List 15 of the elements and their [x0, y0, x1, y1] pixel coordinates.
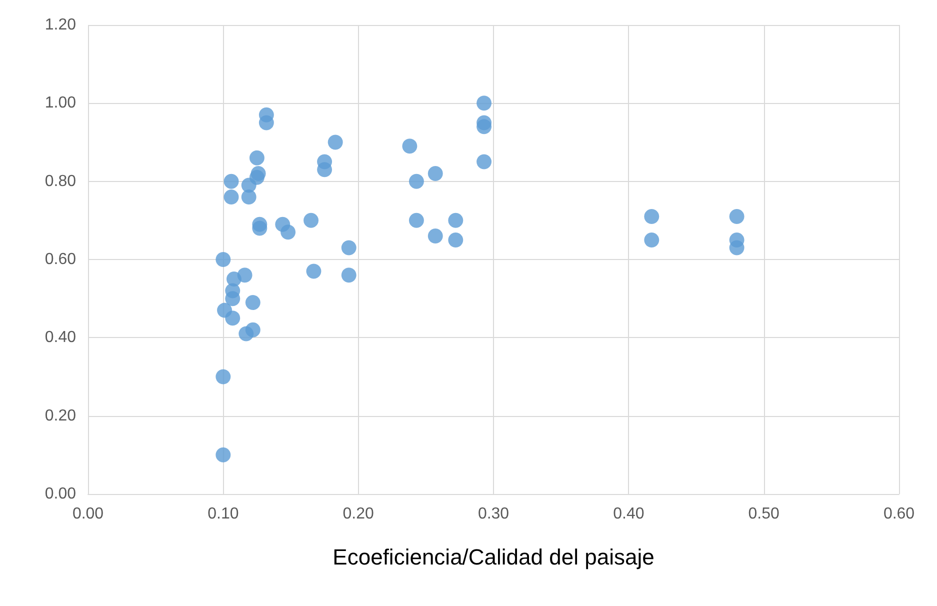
y-tick-label: 0.40	[44, 329, 76, 346]
y-tick-label: 1.20	[44, 16, 76, 34]
y-tick-label: 0.60	[44, 251, 76, 268]
x-tick-label: 0.50	[748, 506, 780, 522]
x-tick-label: 0.10	[208, 506, 239, 522]
x-tick-label: 0.20	[342, 506, 374, 522]
y-tick-label: 0.20	[44, 407, 76, 424]
y-tick-label: 0.00	[44, 486, 76, 502]
x-tick-label: 0.00	[72, 506, 104, 522]
x-axis-title: Ecoeficiencia/Calidad del paisaje	[332, 544, 654, 570]
x-tick-label: 0.60	[883, 506, 915, 522]
x-tick-label: 0.30	[478, 506, 510, 522]
x-tick-label: 0.40	[613, 506, 644, 522]
y-tick-label: 0.80	[44, 172, 76, 190]
y-tick-label: 1.00	[44, 94, 76, 112]
